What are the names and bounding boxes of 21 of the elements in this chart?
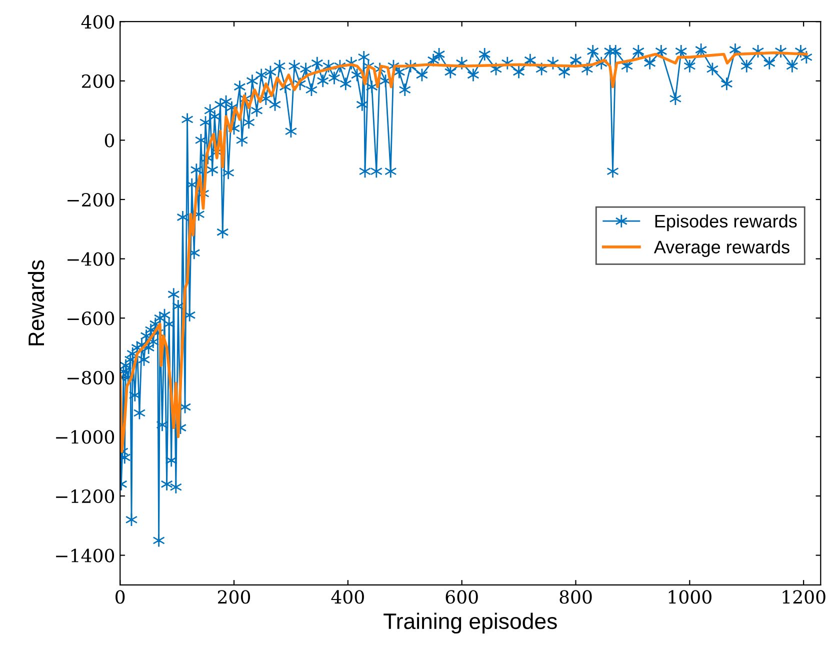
y-tick-label: 0: [104, 134, 114, 148]
legend-label: Episodes rewards: [655, 214, 797, 232]
x-tick-label: 800: [560, 590, 592, 604]
y-tick-label: −400: [68, 252, 114, 266]
y-tick-label: 200: [82, 74, 114, 88]
x-tick-label: 400: [331, 590, 364, 604]
y-tick-label: −200: [68, 192, 114, 207]
y-tick-label: −600: [68, 312, 114, 326]
y-tick-label: −1000: [56, 430, 114, 444]
y-tick-label: −1200: [56, 489, 114, 504]
x-tick-label: 200: [218, 590, 250, 604]
x-tick-label: 1200: [782, 590, 826, 604]
y-tick-label: 400: [81, 15, 114, 29]
y-tick-label: −800: [68, 370, 114, 384]
y-tick-label: −1400: [56, 548, 114, 562]
x-tick-label: 600: [446, 590, 478, 604]
x-tick-label: 0: [116, 590, 125, 604]
y-axis-title: Rewards: [28, 260, 44, 346]
legend-label: Average rewards: [654, 240, 790, 258]
x-axis-title: Training episodes: [384, 612, 557, 634]
x-tick-label: 1000: [668, 590, 712, 604]
